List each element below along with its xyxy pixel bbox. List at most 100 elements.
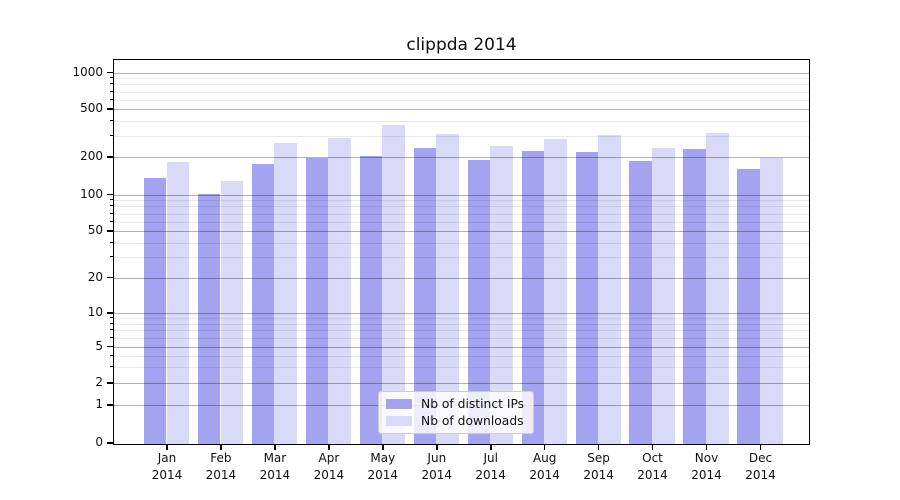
y-minor-tick-mark [109,90,113,92]
x-tick-label: Nov 2014 [691,451,722,482]
bar-downloads [652,148,675,444]
y-minor-tick-mark [109,212,113,214]
x-tick-label: Aug 2014 [529,451,560,482]
gridline-minor [114,84,809,86]
bar-downloads [274,143,297,444]
bar-distinct-ips [467,160,491,444]
gridline-major [114,72,809,74]
y-minor-tick-mark [109,135,113,137]
y-minor-tick-mark [109,77,113,79]
bar-downloads [598,135,621,444]
bar-downloads [382,124,405,444]
y-tick-label: 1 [95,397,103,412]
y-tick-label: 100 [80,186,103,201]
bar-distinct-ips [143,178,167,444]
y-minor-tick-mark [109,83,113,85]
y-tick-label: 5 [95,338,103,353]
x-tick-mark [382,445,384,450]
x-tick-label: Dec 2014 [745,451,776,482]
x-tick-label: Feb 2014 [205,451,237,482]
x-tick-label: Oct 2014 [637,451,668,482]
bar-downloads [328,137,351,444]
legend-label-downloads: Nb of downloads [421,414,524,428]
legend-swatch-distinct-ips [386,399,412,409]
y-tick-mark [107,108,113,110]
y-tick-mark [107,382,113,384]
legend-label-distinct-ips: Nb of distinct IPs [421,397,525,411]
x-tick-mark [651,445,654,450]
x-tick-mark [328,445,330,450]
y-minor-tick-mark [109,336,113,338]
legend: Nb of distinct IPs Nb of downloads [378,391,535,434]
bar-distinct-ips [359,155,383,444]
y-tick-label: 2 [95,375,103,390]
legend-swatch-downloads [386,416,412,426]
x-tick-mark [490,445,492,450]
bar-distinct-ips [629,161,652,444]
gridline-major [114,109,809,111]
y-minor-tick-mark [109,329,113,331]
y-minor-tick-mark [109,323,113,324]
bar-downloads [490,146,513,444]
bar-downloads [706,132,729,444]
x-tick-mark [543,445,546,450]
x-tick-label: Jul 2014 [475,451,506,482]
y-tick-label: 200 [80,149,103,164]
x-tick-mark [597,445,600,450]
bar-downloads [544,139,567,444]
y-tick-label: 1000 [72,64,103,79]
bar-distinct-ips [197,193,221,444]
y-minor-tick-mark [109,98,113,100]
y-tick-mark [107,193,113,196]
gridline-minor [114,99,809,101]
bar-distinct-ips [521,150,545,444]
y-tick-mark [107,404,113,406]
y-tick-label: 50 [87,223,103,238]
y-minor-tick-mark [109,354,113,356]
x-tick-label: Mar 2014 [259,451,291,482]
bar-downloads [760,157,783,444]
y-minor-tick-mark [109,241,113,243]
bar-distinct-ips [737,169,760,444]
y-tick-label: 20 [87,269,103,284]
bar-distinct-ips [251,164,275,444]
y-tick-mark [107,276,113,279]
y-minor-tick-mark [109,256,113,258]
y-minor-tick-mark [109,205,113,207]
y-tick-mark [107,156,113,158]
x-tick-label: Apr 2014 [313,451,345,482]
x-tick-label: Jun 2014 [421,451,453,482]
legend-item-downloads: Nb of downloads [386,414,524,428]
y-tick-mark [107,312,113,314]
x-tick-mark [220,445,222,450]
x-tick-mark [705,445,708,450]
y-minor-tick-mark [109,220,113,222]
y-minor-tick-mark [109,317,113,319]
bar-distinct-ips [575,151,599,444]
gridline-minor [114,136,809,138]
y-minor-tick-mark [109,120,113,121]
chart-title: clippda 2014 [406,35,517,55]
gridline-minor [114,78,809,80]
legend-item-distinct-ips: Nb of distinct IPs [386,397,524,411]
y-tick-mark [107,442,113,444]
bar-downloads [166,161,190,444]
x-tick-label: Jan 2014 [151,451,183,482]
y-tick-label: 10 [87,305,103,320]
x-tick-mark [274,445,276,450]
y-tick-mark [107,230,113,232]
y-tick-label: 500 [80,101,103,116]
x-tick-label: Sep 2014 [583,451,614,482]
y-tick-mark [107,345,113,348]
y-tick-mark [107,71,113,73]
y-tick-label: 0 [95,435,103,449]
bar-distinct-ips [305,158,329,444]
y-minor-tick-mark [109,366,113,367]
y-minor-tick-mark [109,199,113,201]
plot-area [113,59,810,445]
gridline-minor [114,121,809,122]
gridline-minor [114,91,809,93]
bar-downloads [436,134,459,444]
bar-distinct-ips [413,148,437,444]
